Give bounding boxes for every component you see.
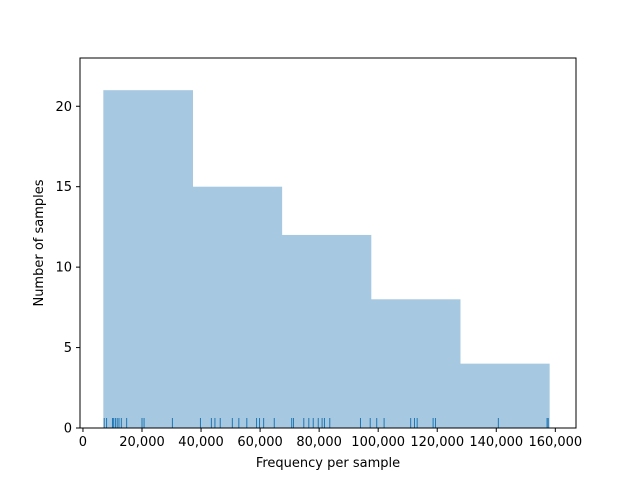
rug-ticks	[103, 418, 549, 428]
y-tick-label: 15	[55, 180, 72, 195]
x-tick-label: 0	[79, 435, 87, 450]
x-tick-label: 20,000	[119, 435, 165, 450]
histogram-bar	[103, 90, 193, 428]
y-axis-ticks: 0 5 10 15 20	[55, 100, 80, 437]
x-tick-label: 100,000	[351, 435, 405, 450]
y-tick-label: 5	[64, 341, 72, 356]
x-tick-label: 60,000	[237, 435, 283, 450]
y-tick-label: 10	[55, 261, 72, 276]
x-tick-label: 160,000	[528, 435, 582, 450]
histogram-bar	[192, 186, 283, 428]
y-axis-label: Number of samples	[32, 179, 47, 306]
histogram-bar	[281, 234, 372, 428]
histogram-bar	[459, 363, 550, 428]
x-tick-label: 140,000	[469, 435, 523, 450]
histogram-bars	[103, 90, 550, 428]
x-tick-label: 80,000	[296, 435, 342, 450]
histogram-bar	[370, 299, 461, 428]
x-tick-label: 40,000	[178, 435, 224, 450]
x-axis-ticks: 0 20,000 40,000 60,000 80,000 100,000 120,000 1…	[79, 428, 582, 450]
x-axis-label: Frequency per sample	[256, 456, 400, 471]
plot-frame	[79, 57, 577, 429]
x-tick-label: 120,000	[410, 435, 464, 450]
y-tick-label: 20	[55, 100, 72, 115]
y-tick-label: 0	[64, 422, 72, 437]
